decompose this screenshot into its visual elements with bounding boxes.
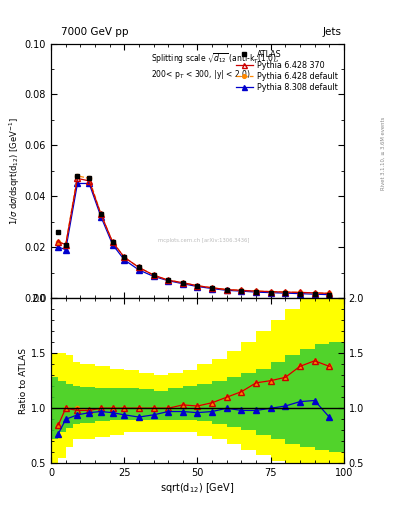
ATLAS [63, 242, 68, 248]
ATLAS [283, 290, 288, 296]
Pythia 8.308 default [312, 291, 317, 297]
Pythia 6.428 370 [268, 289, 273, 295]
Pythia 8.308 default [110, 242, 115, 248]
Pythia 6.428 370 [298, 289, 302, 295]
ATLAS [268, 290, 273, 296]
Text: Splitting scale $\sqrt{d_{12}}$ (anti-k$_{T}$(1.0),
200< p$_{T}$ < 300, |y| < 2.: Splitting scale $\sqrt{d_{12}}$ (anti-k$… [151, 51, 279, 81]
Pythia 8.308 default [137, 267, 141, 273]
Pythia 6.428 370 [166, 277, 171, 283]
ATLAS [224, 287, 229, 293]
Pythia 6.428 370 [56, 239, 61, 245]
Text: Rivet 3.1.10, ≥ 3.6M events: Rivet 3.1.10, ≥ 3.6M events [381, 117, 386, 190]
Pythia 8.308 default [151, 273, 156, 280]
Line: ATLAS: ATLAS [56, 174, 332, 297]
Text: Jets: Jets [322, 27, 341, 37]
Pythia 6.428 370 [312, 290, 317, 296]
Pythia 6.428 370 [87, 178, 92, 184]
ATLAS [56, 229, 61, 235]
Pythia 6.428 default [56, 239, 61, 245]
Pythia 6.428 default [137, 264, 141, 270]
Pythia 8.308 default [210, 286, 215, 292]
Pythia 8.308 default [122, 257, 127, 263]
Pythia 6.428 370 [122, 254, 127, 260]
Pythia 6.428 370 [63, 242, 68, 248]
Pythia 6.428 default [166, 277, 171, 283]
Pythia 8.308 default [224, 287, 229, 293]
ATLAS [254, 289, 259, 295]
Pythia 8.308 default [239, 288, 244, 294]
Pythia 6.428 370 [180, 280, 185, 286]
Pythia 6.428 default [63, 242, 68, 248]
Pythia 6.428 default [122, 254, 127, 260]
Pythia 6.428 default [87, 175, 92, 181]
ATLAS [312, 291, 317, 297]
ATLAS [210, 285, 215, 291]
Pythia 8.308 default [56, 244, 61, 250]
Pythia 8.308 default [87, 180, 92, 186]
Legend: ATLAS, Pythia 6.428 370, Pythia 6.428 default, Pythia 8.308 default: ATLAS, Pythia 6.428 370, Pythia 6.428 de… [234, 48, 340, 94]
Pythia 8.308 default [99, 214, 103, 220]
Pythia 6.428 370 [99, 211, 103, 217]
ATLAS [195, 283, 200, 289]
Text: 7000 GeV pp: 7000 GeV pp [61, 27, 129, 37]
Line: Pythia 6.428 default: Pythia 6.428 default [56, 174, 331, 295]
Pythia 6.428 default [239, 287, 244, 293]
Pythia 6.428 370 [195, 283, 200, 289]
Pythia 8.308 default [75, 180, 80, 186]
Pythia 8.308 default [268, 290, 273, 296]
ATLAS [298, 291, 302, 297]
Pythia 6.428 370 [327, 290, 332, 296]
ATLAS [180, 280, 185, 286]
ATLAS [239, 288, 244, 294]
Pythia 8.308 default [166, 278, 171, 284]
Pythia 6.428 default [110, 239, 115, 245]
Pythia 8.308 default [63, 247, 68, 253]
Pythia 8.308 default [180, 281, 185, 287]
Pythia 6.428 370 [210, 285, 215, 291]
Pythia 6.428 default [268, 289, 273, 295]
Pythia 6.428 370 [110, 239, 115, 245]
Y-axis label: Ratio to ATLAS: Ratio to ATLAS [19, 348, 28, 414]
Pythia 6.428 370 [254, 288, 259, 294]
ATLAS [122, 254, 127, 260]
Pythia 6.428 370 [283, 289, 288, 295]
Pythia 6.428 370 [75, 175, 80, 181]
Pythia 6.428 370 [224, 287, 229, 293]
Pythia 6.428 370 [137, 264, 141, 270]
Pythia 8.308 default [283, 290, 288, 296]
Pythia 6.428 default [151, 272, 156, 278]
ATLAS [151, 272, 156, 278]
Pythia 6.428 370 [239, 287, 244, 293]
ATLAS [99, 211, 103, 217]
Text: mcplots.cern.ch [arXiv:1306.3436]: mcplots.cern.ch [arXiv:1306.3436] [158, 238, 249, 243]
Pythia 6.428 default [99, 211, 103, 217]
Pythia 8.308 default [254, 289, 259, 295]
ATLAS [327, 292, 332, 298]
Pythia 6.428 default [312, 290, 317, 296]
Y-axis label: 1/$\sigma$ d$\sigma$/dsqrt(d$_{12}$) [GeV$^{-1}$]: 1/$\sigma$ d$\sigma$/dsqrt(d$_{12}$) [Ge… [7, 117, 22, 225]
ATLAS [137, 264, 141, 270]
Pythia 8.308 default [327, 292, 332, 298]
Pythia 6.428 default [210, 285, 215, 291]
Pythia 6.428 default [195, 283, 200, 289]
Pythia 6.428 default [298, 289, 302, 295]
ATLAS [110, 239, 115, 245]
ATLAS [166, 277, 171, 283]
Pythia 6.428 default [224, 287, 229, 293]
ATLAS [75, 173, 80, 179]
Pythia 6.428 default [254, 288, 259, 294]
ATLAS [87, 175, 92, 181]
X-axis label: sqrt(d$_{12}$) [GeV]: sqrt(d$_{12}$) [GeV] [160, 481, 235, 495]
Line: Pythia 6.428 370: Pythia 6.428 370 [56, 176, 332, 296]
Pythia 6.428 default [283, 289, 288, 295]
Line: Pythia 8.308 default: Pythia 8.308 default [56, 181, 332, 297]
Pythia 8.308 default [195, 284, 200, 290]
Pythia 6.428 370 [151, 272, 156, 278]
Pythia 6.428 default [75, 173, 80, 179]
Pythia 6.428 default [327, 290, 332, 296]
Pythia 6.428 default [180, 280, 185, 286]
Pythia 8.308 default [298, 291, 302, 297]
